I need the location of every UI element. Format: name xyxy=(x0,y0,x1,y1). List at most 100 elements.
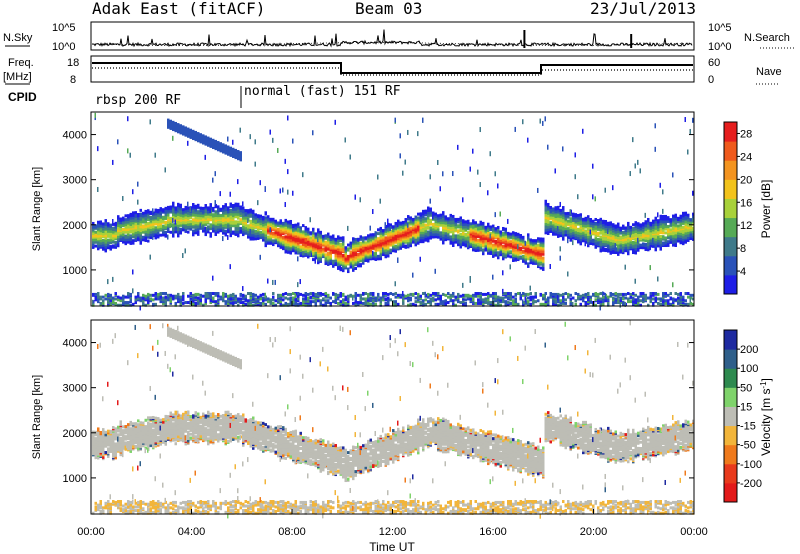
echo-cell xyxy=(312,295,315,299)
echo-cell xyxy=(339,265,341,271)
echo-cell xyxy=(107,222,110,226)
echo-cell xyxy=(397,295,400,299)
echo-cell xyxy=(259,254,261,260)
echo-cell xyxy=(532,301,535,305)
echo-cell xyxy=(482,292,485,296)
echo-cell xyxy=(179,230,182,234)
echo-cell xyxy=(287,189,289,195)
echo-cell xyxy=(224,229,227,233)
echo-cell xyxy=(437,230,440,234)
echo-cell xyxy=(227,136,229,142)
echo-cell xyxy=(94,292,97,296)
echo-cell xyxy=(442,226,445,230)
echo-cell xyxy=(144,220,147,224)
echo-cell xyxy=(182,128,185,132)
echo-cell xyxy=(402,301,405,305)
echo-cell xyxy=(587,231,590,235)
echo-cell xyxy=(302,230,305,234)
echo-cell xyxy=(199,295,202,299)
echo-cell xyxy=(354,240,357,244)
echo-cell xyxy=(314,292,317,296)
echo-cell xyxy=(399,221,402,225)
echo-cell xyxy=(134,298,137,302)
echo-cell xyxy=(242,303,245,307)
echo-cell xyxy=(422,292,425,296)
echo-cell xyxy=(112,226,115,230)
echo-cell xyxy=(212,292,215,296)
echo-cell xyxy=(387,233,390,237)
echo-cell xyxy=(497,301,500,305)
echo-cell xyxy=(399,133,401,139)
echo-cell xyxy=(127,295,130,299)
echo-cell xyxy=(514,257,517,261)
echo-cell xyxy=(324,299,327,303)
echo-cell xyxy=(402,242,405,246)
echo-cell xyxy=(509,250,512,254)
echo-cell xyxy=(402,290,404,296)
echo-cell xyxy=(379,301,382,305)
echo-cell xyxy=(239,127,241,133)
echo-cell xyxy=(249,228,251,234)
echo-cell xyxy=(209,143,212,147)
echo-cell xyxy=(302,172,304,178)
echo-cell xyxy=(522,235,525,239)
echo-cell xyxy=(587,235,590,239)
echo-cell xyxy=(424,226,427,230)
echo-cell xyxy=(417,300,420,304)
echo-cell xyxy=(239,226,242,230)
echo-cell xyxy=(97,297,100,301)
echo-cell xyxy=(442,301,445,305)
echo-cell xyxy=(104,230,107,234)
echo-cell xyxy=(217,142,220,146)
echo-cell xyxy=(537,187,539,193)
echo-cell xyxy=(282,292,285,296)
echo-cell xyxy=(179,129,182,133)
echo-cell xyxy=(359,293,362,297)
echo-cell xyxy=(254,219,257,223)
echo-cell xyxy=(109,227,112,231)
echo-cell xyxy=(372,292,375,296)
echo-cell xyxy=(149,254,151,260)
echo-cell xyxy=(549,208,552,212)
echo-cell xyxy=(472,234,475,238)
echo-cell xyxy=(94,295,97,299)
echo-cell xyxy=(167,118,170,122)
echo-cell xyxy=(384,248,387,252)
echo-cell xyxy=(327,251,330,255)
echo-cell xyxy=(447,217,450,221)
echo-cell xyxy=(374,299,377,303)
echo-cell xyxy=(169,125,172,129)
echo-cell xyxy=(154,226,157,230)
echo-cell xyxy=(472,224,475,228)
echo-cell xyxy=(382,294,385,298)
echo-cell xyxy=(459,235,462,239)
echo-cell xyxy=(427,295,430,299)
echo-cell xyxy=(147,296,150,300)
echo-cell xyxy=(477,238,480,242)
echo-cell xyxy=(179,213,182,217)
echo-cell xyxy=(169,223,171,229)
echo-cell xyxy=(352,248,355,252)
echo-cell xyxy=(312,293,315,297)
echo-cell xyxy=(227,206,230,210)
echo-cell xyxy=(552,225,554,231)
echo-cell xyxy=(442,171,444,177)
echo-cell xyxy=(122,221,125,225)
echo-cell xyxy=(149,299,152,303)
echo-cell xyxy=(547,216,550,220)
echo-cell xyxy=(197,296,200,300)
echo-cell xyxy=(149,119,151,125)
echo-cell xyxy=(154,152,156,158)
echo-cell xyxy=(589,300,592,304)
echo-cell xyxy=(469,224,472,228)
echo-cell xyxy=(499,298,502,302)
echo-cell xyxy=(289,299,291,305)
echo-cell xyxy=(252,237,255,241)
echo-cell xyxy=(407,297,410,301)
echo-cell xyxy=(172,297,175,301)
echo-cell xyxy=(502,270,504,276)
echo-cell xyxy=(112,301,115,305)
echo-cell xyxy=(179,131,182,135)
echo-cell xyxy=(134,295,137,299)
echo-cell xyxy=(214,203,217,207)
